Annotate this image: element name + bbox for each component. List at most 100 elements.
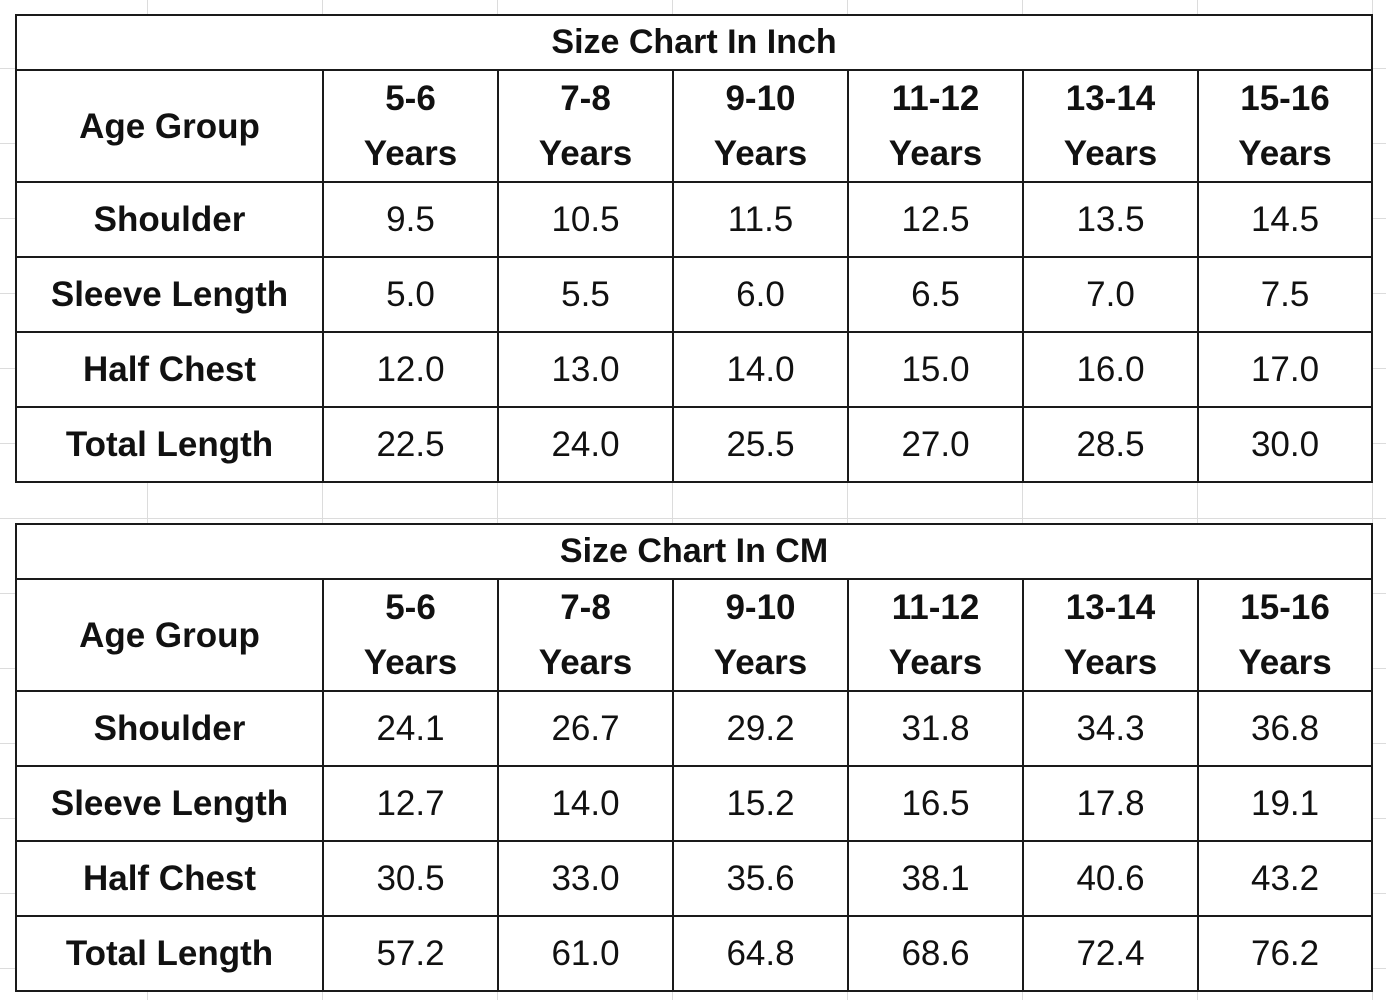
value-cell: 6.5 xyxy=(847,256,1024,333)
size-chart-inch-table: Size Chart In Inch Age Group 5-6 Years 7-… xyxy=(14,14,1374,483)
age-group-cell: 11-12 Years xyxy=(847,578,1024,692)
value-cell: 12.7 xyxy=(322,765,499,842)
age-range: 7-8 xyxy=(560,588,611,627)
age-group-cell: 7-8 Years xyxy=(497,69,674,183)
table-title-row: Size Chart In Inch xyxy=(14,14,1374,71)
value-cell: 36.8 xyxy=(1196,690,1374,767)
age-group-cell: 15-16 Years xyxy=(1196,578,1374,692)
value-cell: 40.6 xyxy=(1022,840,1199,917)
value-cell: 13.5 xyxy=(1022,181,1199,258)
value-cell: 31.8 xyxy=(847,690,1024,767)
age-unit: Years xyxy=(888,134,983,173)
age-range: 9-10 xyxy=(725,79,796,118)
value-cell: 27.0 xyxy=(847,406,1024,483)
row-label: Total Length xyxy=(15,406,324,483)
value-cell: 7.5 xyxy=(1196,256,1374,333)
row-label: Shoulder xyxy=(15,181,324,258)
value-cell: 25.5 xyxy=(672,406,849,483)
value-cell: 28.5 xyxy=(1022,406,1199,483)
value-cell: 9.5 xyxy=(322,181,499,258)
value-cell: 17.8 xyxy=(1022,765,1199,842)
age-group-label: Age Group xyxy=(15,69,324,183)
value-cell: 24.0 xyxy=(497,406,674,483)
table-row-shoulder: Shoulder 24.1 26.7 29.2 31.8 34.3 36.8 xyxy=(15,690,1374,767)
table-row-sleeve-length: Sleeve Length 12.7 14.0 15.2 16.5 17.8 1… xyxy=(15,765,1374,842)
row-label: Half Chest xyxy=(15,331,324,408)
row-label: Sleeve Length xyxy=(15,765,324,842)
value-cell: 68.6 xyxy=(847,915,1024,992)
age-group-cell: 13-14 Years xyxy=(1022,69,1199,183)
age-group-cell: 9-10 Years xyxy=(672,578,849,692)
value-cell: 22.5 xyxy=(322,406,499,483)
value-cell: 12.0 xyxy=(322,331,499,408)
value-cell: 10.5 xyxy=(497,181,674,258)
value-cell: 11.5 xyxy=(672,181,849,258)
value-cell: 13.0 xyxy=(497,331,674,408)
age-unit: Years xyxy=(363,643,458,682)
age-group-label: Age Group xyxy=(15,578,324,692)
age-range: 15-16 xyxy=(1240,588,1330,627)
value-cell: 30.5 xyxy=(322,840,499,917)
value-cell: 35.6 xyxy=(672,840,849,917)
value-cell: 64.8 xyxy=(672,915,849,992)
age-group-cell: 5-6 Years xyxy=(322,578,499,692)
age-unit: Years xyxy=(713,643,808,682)
age-group-cell: 5-6 Years xyxy=(322,69,499,183)
age-unit: Years xyxy=(888,643,983,682)
age-unit: Years xyxy=(1063,134,1158,173)
value-cell: 19.1 xyxy=(1196,765,1374,842)
table-title: Size Chart In CM xyxy=(14,523,1374,580)
value-cell: 76.2 xyxy=(1196,915,1374,992)
age-unit: Years xyxy=(1238,643,1332,682)
row-label: Half Chest xyxy=(15,840,324,917)
age-unit: Years xyxy=(1238,134,1332,173)
table-row-shoulder: Shoulder 9.5 10.5 11.5 12.5 13.5 14.5 xyxy=(15,181,1374,258)
value-cell: 16.5 xyxy=(847,765,1024,842)
value-cell: 15.2 xyxy=(672,765,849,842)
table-title: Size Chart In Inch xyxy=(14,14,1374,71)
table-row-half-chest: Half Chest 12.0 13.0 14.0 15.0 16.0 17.0 xyxy=(15,331,1374,408)
table-title-row: Size Chart In CM xyxy=(14,523,1374,580)
value-cell: 5.5 xyxy=(497,256,674,333)
age-group-cell: 7-8 Years xyxy=(497,578,674,692)
row-label: Sleeve Length xyxy=(15,256,324,333)
value-cell: 12.5 xyxy=(847,181,1024,258)
value-cell: 33.0 xyxy=(497,840,674,917)
age-range: 11-12 xyxy=(891,79,980,118)
value-cell: 16.0 xyxy=(1022,331,1199,408)
age-range: 15-16 xyxy=(1240,79,1330,118)
value-cell: 30.0 xyxy=(1196,406,1374,483)
age-unit: Years xyxy=(363,134,458,173)
table-row-total-length: Total Length 22.5 24.0 25.5 27.0 28.5 30… xyxy=(15,406,1374,483)
age-unit: Years xyxy=(538,134,633,173)
row-label: Total Length xyxy=(15,915,324,992)
age-group-cell: 13-14 Years xyxy=(1022,578,1199,692)
value-cell: 38.1 xyxy=(847,840,1024,917)
age-group-header-row: Age Group 5-6 Years 7-8 Years 9-10 Years 11… xyxy=(15,578,1374,692)
value-cell: 61.0 xyxy=(497,915,674,992)
value-cell: 15.0 xyxy=(847,331,1024,408)
age-range: 9-10 xyxy=(725,588,796,627)
age-range: 13-14 xyxy=(1065,79,1156,118)
value-cell: 6.0 xyxy=(672,256,849,333)
value-cell: 24.1 xyxy=(322,690,499,767)
row-label: Shoulder xyxy=(15,690,324,767)
value-cell: 17.0 xyxy=(1196,331,1374,408)
size-chart-cm-table: Size Chart In CM Age Group 5-6 Years 7-8 Y… xyxy=(14,523,1374,992)
value-cell: 72.4 xyxy=(1022,915,1199,992)
value-cell: 7.0 xyxy=(1022,256,1199,333)
value-cell: 29.2 xyxy=(672,690,849,767)
age-group-cell: 15-16 Years xyxy=(1196,69,1374,183)
age-range: 7-8 xyxy=(560,79,611,118)
age-unit: Years xyxy=(1063,643,1158,682)
table-row-sleeve-length: Sleeve Length 5.0 5.5 6.0 6.5 7.0 7.5 xyxy=(15,256,1374,333)
age-range: 5-6 xyxy=(385,588,436,627)
value-cell: 14.0 xyxy=(497,765,674,842)
value-cell: 43.2 xyxy=(1196,840,1374,917)
table-row-half-chest: Half Chest 30.5 33.0 35.6 38.1 40.6 43.2 xyxy=(15,840,1374,917)
table-row-total-length: Total Length 57.2 61.0 64.8 68.6 72.4 76… xyxy=(15,915,1374,992)
age-unit: Years xyxy=(538,643,633,682)
age-group-cell: 11-12 Years xyxy=(847,69,1024,183)
age-range: 5-6 xyxy=(385,79,436,118)
age-range: 13-14 xyxy=(1065,588,1156,627)
